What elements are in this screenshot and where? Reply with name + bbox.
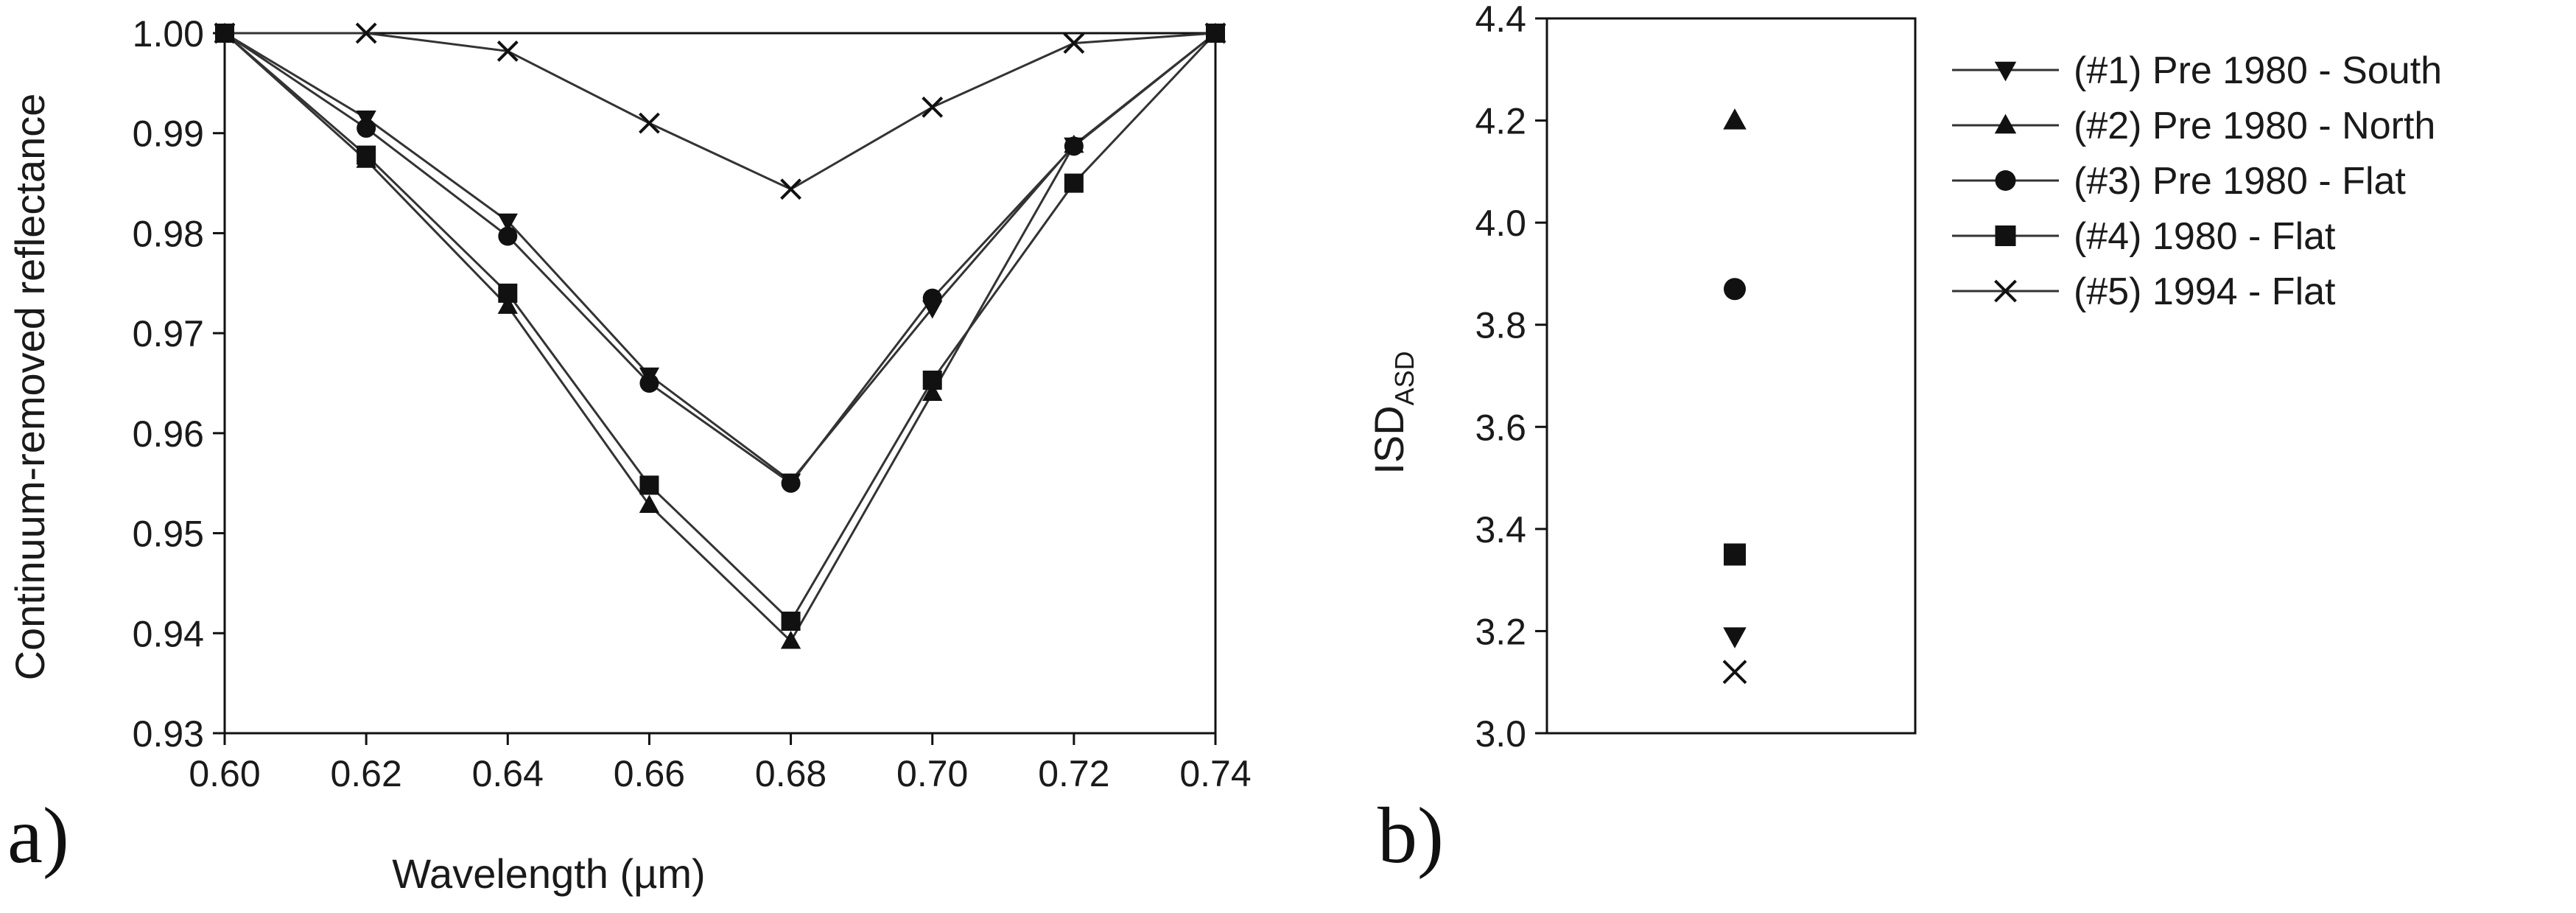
series-3-point: [357, 118, 376, 138]
y-tick-label: 4.4: [1475, 0, 1526, 40]
y-tick-label: 3.0: [1475, 713, 1526, 755]
panel-b-ylabel-subscript: ASD: [1389, 351, 1419, 405]
series-5-point: [496, 41, 519, 62]
y-tick-label: 0.96: [133, 413, 204, 455]
x-tick-label: 0.62: [330, 753, 401, 794]
series-1-point: [497, 213, 518, 232]
y-tick-label: 3.6: [1475, 407, 1526, 448]
panel-b-label: b): [1378, 792, 1444, 880]
y-tick-label: 4.2: [1475, 101, 1526, 142]
series-3-point: [781, 473, 801, 493]
panel-a-ylabel: Continuum-removed reflectance: [7, 94, 53, 681]
panel-a-xlabel: Wavelength (µm): [392, 850, 705, 897]
isd-point-4: [1724, 543, 1746, 566]
series-line-4: [224, 32, 1217, 623]
legend: (#1) Pre 1980 - South (#2) Pre 1980 - Nor…: [1952, 49, 2442, 313]
y-tick-label: 0.95: [133, 514, 204, 555]
x-tick-label: 0.60: [189, 753, 260, 794]
series-4-point: [922, 370, 942, 390]
x-tick-label: 0.66: [614, 753, 685, 794]
series-4-point: [357, 145, 376, 165]
panel-b-ylabel-main: ISD: [1366, 405, 1412, 474]
series-5-point: [1204, 22, 1226, 44]
series-4-point: [1064, 173, 1084, 193]
legend-marker: [1994, 61, 2017, 82]
x-tick-label: 0.74: [1179, 753, 1251, 794]
y-tick-label: 3.8: [1475, 305, 1526, 346]
legend-marker: [1994, 279, 2017, 303]
series-2-point: [639, 494, 660, 513]
x-tick-label: 0.68: [755, 753, 827, 794]
y-tick-label: 0.94: [133, 613, 204, 654]
y-tick-label: 1.00: [133, 13, 204, 55]
series-4-point: [639, 475, 659, 495]
legend-label: (#3) Pre 1980 - Flat: [2074, 160, 2406, 203]
panel-b-plot-frame: [1545, 17, 1917, 735]
isd-point-5: [1722, 660, 1747, 685]
series-5-point: [922, 97, 944, 118]
series-3-point: [498, 226, 518, 246]
x-tick-label: 0.72: [1038, 753, 1109, 794]
panel-a-line-chart: 0.60 0.62 0.64 0.66 0.68 0.70 0.72 0.74 0.93 0.94…: [7, 13, 1252, 897]
panel-a-label: a): [7, 792, 69, 880]
y-tick-label: 3.2: [1475, 611, 1526, 652]
y-tick-label: 4.0: [1475, 203, 1526, 244]
series-2-point: [497, 295, 518, 314]
x-tick-label: 0.70: [896, 753, 968, 794]
series-line-5: [225, 32, 1216, 191]
x-tick-label: 0.64: [472, 753, 544, 794]
legend-marker: [1995, 225, 2016, 246]
series-3-point: [922, 288, 942, 308]
panel-b-scatter-chart: 3.0 3.2 3.4 3.6 3.8 4.0 4.2 4.4 ISDASD b): [1366, 0, 1917, 880]
series-4-point: [498, 283, 518, 303]
series-5-point: [355, 22, 377, 44]
panel-a-plot-frame: [223, 32, 1217, 735]
legend-label: (#5) 1994 - Flat: [2074, 270, 2336, 313]
legend-marker: [1994, 113, 2017, 134]
legend-label: (#2) Pre 1980 - North: [2074, 105, 2435, 147]
series-2-point: [922, 382, 943, 401]
y-tick-label: 3.4: [1475, 509, 1526, 550]
legend-label: (#1) Pre 1980 - South: [2074, 49, 2442, 92]
panel-b-markers: [1722, 108, 1747, 685]
series-4-point: [781, 612, 801, 631]
y-tick-label: 0.98: [133, 213, 204, 254]
panel-b-ticks: 3.0 3.2 3.4 3.6 3.8 4.0 4.2 4.4: [1475, 0, 1547, 755]
series-line-1: [224, 32, 1216, 483]
panel-a-ticks: 0.60 0.62 0.64 0.66 0.68 0.70 0.72 0.74 0.93 0.94…: [133, 13, 1252, 794]
series-5-point: [214, 22, 236, 44]
series-3-point: [639, 374, 659, 393]
y-tick-label: 0.97: [133, 313, 204, 354]
series-line-2: [223, 32, 1216, 643]
series-5-point: [1063, 32, 1085, 54]
series-5-point: [780, 178, 801, 200]
y-tick-label: 0.93: [133, 713, 204, 755]
panel-b-ylabel: ISDASD: [1366, 351, 1419, 474]
series-5-point: [639, 112, 660, 134]
isd-point-3: [1724, 278, 1746, 301]
isd-point-2: [1723, 108, 1747, 130]
legend-marker: [1995, 170, 2016, 191]
legend-label: (#4) 1980 - Flat: [2074, 215, 2336, 258]
series-2-point: [780, 630, 801, 649]
panel-a-markers: [214, 22, 1226, 649]
y-tick-label: 0.99: [133, 113, 204, 155]
isd-point-1: [1723, 627, 1747, 648]
series-line-3: [224, 32, 1216, 485]
panel-a-series-lines: [223, 32, 1217, 643]
series-3-point: [1064, 136, 1084, 156]
